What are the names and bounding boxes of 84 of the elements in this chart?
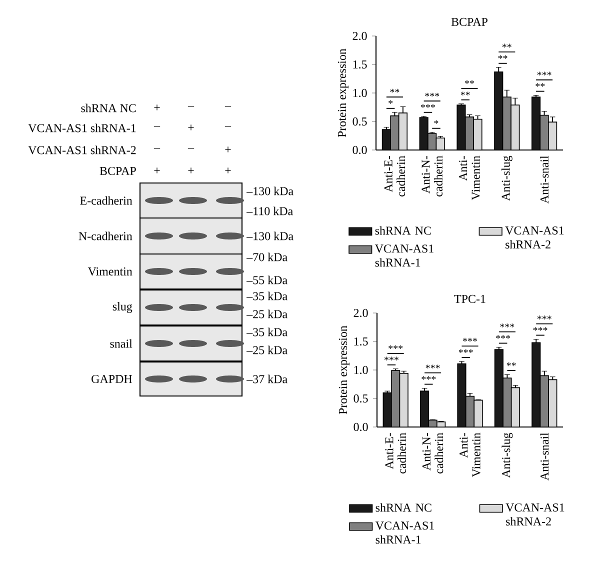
annotation: **: [460, 92, 470, 96]
text: +: [225, 146, 231, 152]
text: –37 kDa: [246, 374, 288, 384]
annotation: **: [506, 362, 516, 366]
chart-title: TPC-1: [454, 294, 486, 303]
text: –110 kDa: [246, 206, 293, 216]
legend-label: VCAN-AS1 shRNA-2: [506, 503, 564, 526]
legend-label: shRNA NC: [376, 503, 432, 512]
annotation: ***: [426, 364, 440, 368]
text: shRNA NC: [81, 104, 136, 112]
annotation: **: [464, 80, 474, 84]
x-tick-label: Anti-snail: [540, 156, 549, 204]
y-axis-title: Protein expression: [338, 326, 350, 414]
text: –: [188, 148, 194, 150]
text: +: [188, 168, 194, 174]
text: +: [188, 124, 194, 130]
y-tick-label: 1.0: [353, 88, 367, 98]
text: slug: [112, 302, 132, 313]
text: –70 kDa: [246, 252, 288, 262]
annotation: ***: [422, 376, 436, 380]
annotation: *: [388, 100, 393, 104]
text: –130 kDa: [246, 232, 294, 240]
x-tick-label: Anti-snail: [540, 432, 549, 480]
annotation: ***: [420, 104, 435, 108]
y-tick-label: 0.0: [352, 146, 367, 154]
annotation: ***: [384, 356, 398, 360]
y-axis-title: Protein expression: [338, 48, 348, 138]
annotation: **: [502, 44, 512, 48]
y-tick-label: 0.5: [352, 117, 367, 126]
text: VCAN-AS1 shRNA-1: [28, 124, 136, 132]
text: +: [154, 168, 160, 174]
y-tick-label: 1.0: [354, 366, 368, 374]
y-tick-label: 1.5: [353, 60, 367, 69]
text: snail: [110, 339, 132, 348]
text: GAPDH: [92, 374, 132, 384]
annotation: ***: [537, 316, 552, 320]
annotation: ***: [500, 324, 514, 328]
text: –25 kDa: [246, 310, 288, 318]
legend-label: shRNA NC: [375, 226, 431, 235]
legend-label: VCAN-AS1 shRNA-1: [374, 244, 434, 267]
annotation: ***: [496, 335, 510, 339]
text: –55 kDa: [246, 276, 288, 284]
text: VCAN-AS1 shRNA-2: [28, 146, 136, 154]
y-tick-label: 0.5: [354, 394, 368, 403]
text: –35 kDa: [246, 292, 288, 300]
text: –: [154, 148, 160, 150]
x-tick-label: Anti-slug: [502, 432, 513, 478]
x-tick-label: Anti-Vimentin: [460, 432, 480, 478]
legend-label: VCAN-AS1 shRNA-1: [375, 522, 434, 544]
text: –130 kDa: [246, 186, 294, 196]
text: +: [154, 104, 160, 110]
annotation: **: [536, 83, 545, 87]
annotation: **: [390, 88, 400, 92]
text: –: [188, 106, 194, 108]
annotation: ***: [537, 72, 552, 76]
annotation: ***: [388, 345, 403, 349]
y-tick-label: 2.0: [352, 32, 367, 40]
text: +: [225, 168, 231, 174]
annotation: ***: [462, 338, 478, 342]
text: BCPAP: [100, 166, 136, 176]
legend-label: VCAN-AS1 shRNA-2: [505, 226, 564, 249]
x-tick-label: Anti-N-cadherin: [422, 432, 444, 474]
y-tick-label: 0.0: [354, 422, 368, 432]
y-tick-label: 2.0: [354, 308, 368, 318]
annotation: ***: [458, 349, 473, 353]
x-tick-label: Anti-slug: [501, 156, 512, 201]
annotation: *: [434, 120, 438, 124]
text: Vimentin: [88, 267, 132, 276]
text: –: [154, 126, 160, 128]
annotation: ***: [425, 92, 440, 96]
x-tick-label: Anti-E-cadherin: [384, 156, 406, 196]
x-tick-label: Anti-N-cadherin: [422, 156, 442, 196]
annotation: **: [498, 55, 508, 59]
chart-title: BCPAP: [451, 18, 488, 26]
text: –: [224, 106, 232, 108]
text: –25 kDa: [246, 346, 288, 354]
text: N-cadherin: [78, 232, 132, 240]
text: –: [224, 126, 232, 128]
annotation: ***: [533, 327, 548, 331]
x-tick-label: Anti-Vimentin: [459, 156, 480, 200]
x-tick-label: Anti-E-cadherin: [385, 432, 406, 474]
text: E-cadherin: [80, 196, 132, 205]
text: –35 kDa: [246, 328, 288, 336]
y-tick-label: 1.5: [354, 337, 368, 346]
